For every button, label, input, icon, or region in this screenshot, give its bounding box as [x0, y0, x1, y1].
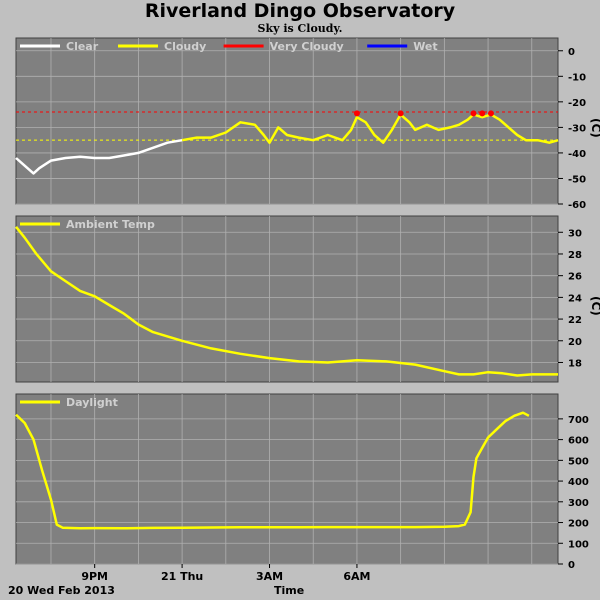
y-tick-label: 18 — [568, 358, 582, 369]
y-tick-label: 400 — [568, 477, 589, 488]
y-tick-label: 0 — [568, 560, 575, 571]
y-tick-label: -20 — [568, 98, 586, 109]
legend-label: Ambient Temp — [66, 218, 155, 231]
plot-area-daylight — [15, 393, 559, 565]
y-tick-label: 300 — [568, 498, 589, 509]
data-point-very-cloudy — [487, 110, 494, 117]
date-label: 20 Wed Feb 2013 — [8, 584, 115, 597]
y-tick-label: 26 — [568, 272, 582, 283]
unit-label: (C) — [589, 296, 600, 316]
plot-area-sky — [15, 37, 559, 205]
y-tick-label: -60 — [568, 200, 586, 211]
chart-subtitle: Sky is Cloudy. — [257, 22, 343, 35]
series-line-cloudy — [181, 113, 559, 144]
series-line-ambient-temp — [15, 226, 558, 377]
y-tick-label: -10 — [568, 72, 586, 83]
y-tick-label: 20 — [568, 337, 582, 348]
y-tick-label: 0 — [568, 47, 575, 58]
legend-label: Cloudy — [164, 40, 206, 53]
y-tick-label: 24 — [568, 293, 582, 304]
y-tick-label: -50 — [568, 174, 586, 185]
plot-area-ambient — [15, 215, 559, 383]
data-point-very-cloudy — [353, 110, 360, 117]
y-tick-label: -30 — [568, 123, 586, 134]
y-tick-label: 28 — [568, 250, 582, 261]
y-tick-label: 30 — [568, 228, 582, 239]
series-line-clear — [15, 138, 183, 175]
unit-label: (C) — [589, 118, 600, 138]
y-tick-label: -40 — [568, 149, 586, 160]
y-tick-label: 600 — [568, 436, 589, 447]
y-tick-label: 700 — [568, 415, 589, 426]
x-tick-label: 21 Thu — [161, 570, 203, 583]
x-axis-label: Time — [274, 584, 305, 597]
data-point-very-cloudy — [479, 110, 486, 117]
data-point-very-cloudy — [397, 110, 404, 117]
legend-label: Clear — [66, 40, 99, 53]
data-point-very-cloudy — [470, 110, 477, 117]
x-tick-label: 9PM — [81, 570, 108, 583]
y-tick-label: 100 — [568, 539, 589, 550]
x-tick-label: 3AM — [256, 570, 283, 583]
legend-label: Daylight — [66, 396, 118, 409]
chart-title: Riverland Dingo Observatory — [144, 0, 456, 22]
y-tick-label: 22 — [568, 315, 582, 326]
legend-label: Wet — [413, 40, 437, 53]
x-tick-label: 6AM — [343, 570, 370, 583]
y-tick-label: 500 — [568, 456, 589, 467]
legend-label: Very Cloudy — [270, 40, 344, 53]
series-line-daylight — [15, 411, 530, 530]
y-tick-label: 200 — [568, 519, 589, 530]
